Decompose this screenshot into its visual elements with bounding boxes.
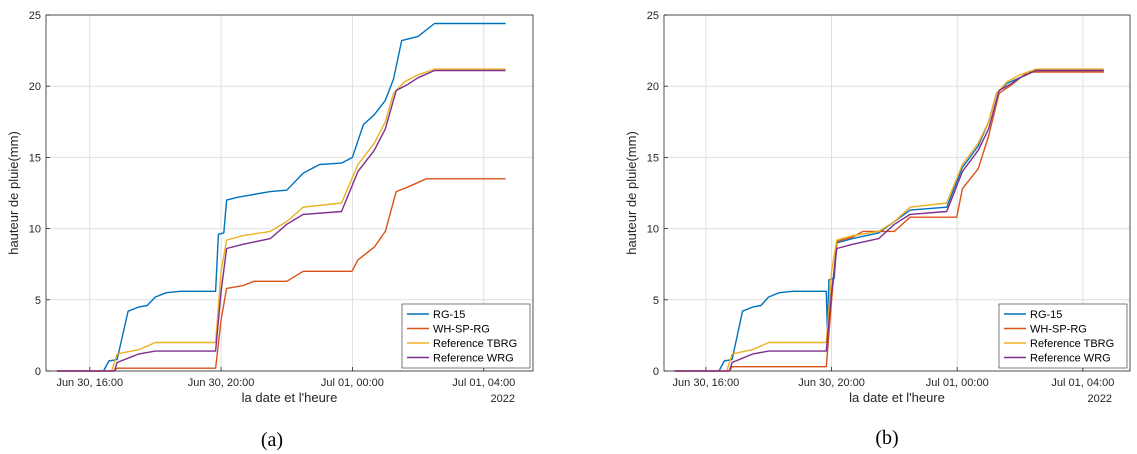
y-tick-label: 20 (29, 81, 41, 93)
x-tick-label: Jul 01, 04:00 (1051, 377, 1114, 389)
series-line-reference-wrg (56, 69, 506, 372)
chart-panel-2: 0 5 10 15 20 25 Jun 30, 16:00 Jun 30, 20:00 Jul … (624, 10, 1131, 449)
y-tick-label: 15 (647, 152, 659, 164)
legend-entry-label: WH-SP-RG (1030, 324, 1087, 336)
legend-entry-label: Reference WRG (433, 353, 514, 365)
legend-entry-label: Reference WRG (1030, 353, 1111, 365)
y-tick-label: 15 (29, 152, 41, 164)
year-label: 2022 (1088, 393, 1112, 405)
panel-label: (b) (875, 427, 898, 449)
x-axis-label: la date et l'heure (242, 390, 338, 405)
series-line-wh-sp-rg (56, 178, 506, 372)
legend: RG-15 WH-SP-RG Reference TBRG Reference WRG (998, 303, 1128, 369)
y-axis-label: hauteur de pluie(mm) (6, 131, 21, 255)
series-line-reference-wrg (674, 69, 1104, 372)
x-axis-label: la date et l'heure (849, 390, 945, 405)
legend-entry-label: Reference TBRG (1030, 338, 1114, 350)
x-tick-label: Jul 01, 04:00 (452, 377, 515, 389)
y-tick-label: 0 (653, 366, 659, 378)
x-tick-label: Jul 01, 00:00 (926, 377, 989, 389)
series-line-rg-15 (56, 22, 506, 372)
axes-box (45, 14, 534, 372)
chart-panel-1: 0 5 10 15 20 25 Jun 30, 16:00 Jun 30, 20:00 Jul … (6, 10, 534, 451)
x-tick-label: Jun 30, 20:00 (798, 377, 865, 389)
series-line-reference-tbrg (674, 68, 1104, 372)
year-label: 2022 (491, 393, 515, 405)
y-tick-label: 25 (647, 10, 659, 22)
x-tick-label: Jul 01, 00:00 (321, 377, 384, 389)
y-tick-label: 20 (647, 81, 659, 93)
series-line-wh-sp-rg (674, 71, 1104, 372)
x-tick-label: Jun 30, 16:00 (56, 377, 123, 389)
legend-entry-label: WH-SP-RG (433, 324, 490, 336)
legend-entry-label: RG-15 (1030, 309, 1062, 321)
y-tick-label: 0 (35, 366, 41, 378)
panel-label: (a) (261, 429, 283, 451)
x-tick-label: Jun 30, 20:00 (188, 377, 255, 389)
x-tick-label: Jun 30, 16:00 (673, 377, 740, 389)
legend: RG-15 WH-SP-RG Reference TBRG Reference WRG (401, 303, 531, 369)
y-tick-label: 10 (647, 224, 659, 236)
y-tick-label: 25 (29, 10, 41, 22)
y-tick-label: 5 (653, 295, 659, 307)
legend-entry-label: Reference TBRG (433, 338, 517, 350)
y-tick-label: 10 (29, 224, 41, 236)
series-line-reference-tbrg (56, 68, 506, 372)
axes-box (663, 14, 1131, 372)
legend-entry-label: RG-15 (433, 309, 465, 321)
y-axis-label: hauteur de pluie(mm) (624, 131, 639, 255)
y-tick-label: 5 (35, 295, 41, 307)
